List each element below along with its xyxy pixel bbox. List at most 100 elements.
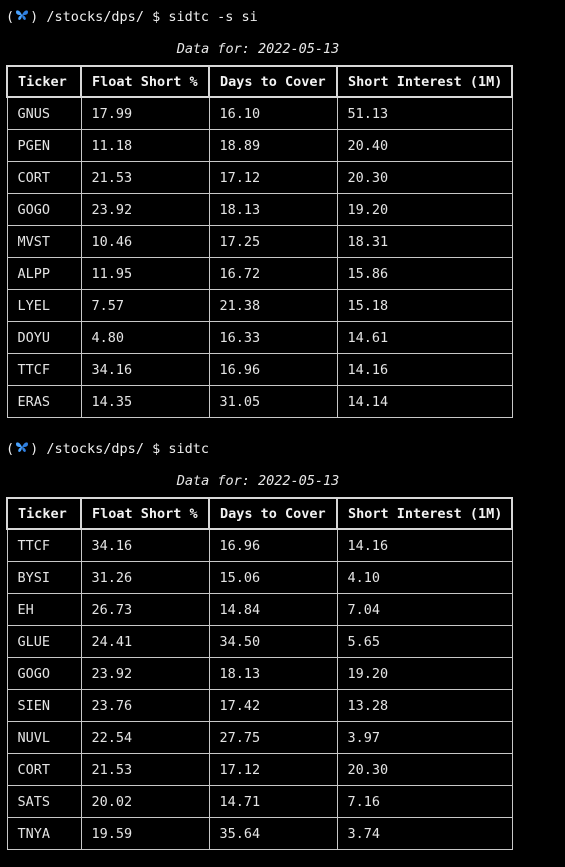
terminal-prompt-1: () /stocks/dps/ $ sidtc -s si bbox=[6, 7, 258, 27]
cell-short-interest: 15.86 bbox=[336, 257, 513, 290]
prompt-command: sidtc bbox=[168, 441, 209, 457]
table-row: MVST 10.46 17.25 18.31 bbox=[6, 225, 513, 258]
cell-short-interest: 14.16 bbox=[336, 528, 513, 562]
cell-ticker: DOYU bbox=[6, 321, 82, 354]
cell-days-to-cover: 16.96 bbox=[208, 528, 338, 562]
table-row: CORT 21.53 17.12 20.30 bbox=[6, 161, 513, 194]
cell-ticker: GOGO bbox=[6, 657, 82, 690]
table-header-row: Ticker Float Short % Days to Cover Short… bbox=[6, 65, 513, 98]
table-row: SATS 20.02 14.71 7.16 bbox=[6, 785, 513, 818]
cell-ticker: CORT bbox=[6, 161, 82, 194]
cell-short-interest: 19.20 bbox=[336, 193, 513, 226]
cell-float-short: 10.46 bbox=[80, 225, 210, 258]
table-row: GOGO 23.92 18.13 19.20 bbox=[6, 193, 513, 226]
cell-days-to-cover: 35.64 bbox=[208, 817, 338, 850]
cell-ticker: GNUS bbox=[6, 96, 82, 130]
cell-days-to-cover: 14.71 bbox=[208, 785, 338, 818]
table-row: GOGO 23.92 18.13 19.20 bbox=[6, 657, 513, 690]
cell-float-short: 31.26 bbox=[80, 561, 210, 594]
cell-days-to-cover: 18.13 bbox=[208, 193, 338, 226]
prompt-path: /stocks/dps/ $ bbox=[38, 9, 169, 25]
prompt-open-paren: ( bbox=[6, 441, 15, 457]
table-row: GLUE 24.41 34.50 5.65 bbox=[6, 625, 513, 658]
cell-short-interest: 13.28 bbox=[336, 689, 513, 722]
cell-short-interest: 19.20 bbox=[336, 657, 513, 690]
cell-days-to-cover: 21.38 bbox=[208, 289, 338, 322]
table-row: TTCF 34.16 16.96 14.16 bbox=[6, 353, 513, 386]
cell-days-to-cover: 17.25 bbox=[208, 225, 338, 258]
butterfly-icon bbox=[14, 439, 30, 459]
table-row: DOYU 4.80 16.33 14.61 bbox=[6, 321, 513, 354]
header-short-interest: Short Interest (1M) bbox=[336, 497, 513, 530]
table-body-1: GNUS 17.99 16.10 51.13 PGEN 11.18 18.89 20.40 CO… bbox=[6, 96, 513, 418]
cell-short-interest: 18.31 bbox=[336, 225, 513, 258]
cell-short-interest: 15.18 bbox=[336, 289, 513, 322]
cell-short-interest: 5.65 bbox=[336, 625, 513, 658]
cell-float-short: 21.53 bbox=[80, 161, 210, 194]
cell-ticker: NUVL bbox=[6, 721, 82, 754]
cell-float-short: 21.53 bbox=[80, 753, 210, 786]
cell-short-interest: 4.10 bbox=[336, 561, 513, 594]
table-row: NUVL 22.54 27.75 3.97 bbox=[6, 721, 513, 754]
header-days-to-cover: Days to Cover bbox=[208, 65, 338, 98]
cell-days-to-cover: 15.06 bbox=[208, 561, 338, 594]
cell-float-short: 24.41 bbox=[80, 625, 210, 658]
cell-days-to-cover: 16.33 bbox=[208, 321, 338, 354]
cell-days-to-cover: 17.12 bbox=[208, 753, 338, 786]
cell-float-short: 4.80 bbox=[80, 321, 210, 354]
terminal-prompt-2: () /stocks/dps/ $ sidtc bbox=[6, 439, 209, 459]
cell-short-interest: 3.97 bbox=[336, 721, 513, 754]
cell-short-interest: 7.16 bbox=[336, 785, 513, 818]
cell-ticker: PGEN bbox=[6, 129, 82, 162]
table-row: TNYA 19.59 35.64 3.74 bbox=[6, 817, 513, 850]
cell-float-short: 22.54 bbox=[80, 721, 210, 754]
header-ticker: Ticker bbox=[6, 65, 82, 98]
cell-days-to-cover: 34.50 bbox=[208, 625, 338, 658]
cell-ticker: MVST bbox=[6, 225, 82, 258]
cell-float-short: 26.73 bbox=[80, 593, 210, 626]
cell-ticker: ALPP bbox=[6, 257, 82, 290]
cell-float-short: 11.95 bbox=[80, 257, 210, 290]
cell-days-to-cover: 17.42 bbox=[208, 689, 338, 722]
table-caption-1: Data for: 2022-05-13 bbox=[176, 41, 340, 57]
prompt-close-paren: ) bbox=[30, 9, 39, 25]
cell-short-interest: 20.30 bbox=[336, 161, 513, 194]
cell-ticker: ERAS bbox=[6, 385, 82, 418]
prompt-open-paren: ( bbox=[6, 9, 15, 25]
cell-ticker: TNYA bbox=[6, 817, 82, 850]
cell-short-interest: 3.74 bbox=[336, 817, 513, 850]
prompt-path: /stocks/dps/ $ bbox=[38, 441, 169, 457]
cell-float-short: 23.76 bbox=[80, 689, 210, 722]
header-short-interest: Short Interest (1M) bbox=[336, 65, 513, 98]
cell-ticker: CORT bbox=[6, 753, 82, 786]
cell-ticker: EH bbox=[6, 593, 82, 626]
header-days-to-cover: Days to Cover bbox=[208, 497, 338, 530]
cell-days-to-cover: 31.05 bbox=[208, 385, 338, 418]
cell-float-short: 20.02 bbox=[80, 785, 210, 818]
cell-days-to-cover: 18.89 bbox=[208, 129, 338, 162]
header-float-short: Float Short % bbox=[80, 497, 210, 530]
cell-float-short: 11.18 bbox=[80, 129, 210, 162]
table-row: SIEN 23.76 17.42 13.28 bbox=[6, 689, 513, 722]
table-row: TTCF 34.16 16.96 14.16 bbox=[6, 528, 513, 562]
cell-float-short: 34.16 bbox=[80, 353, 210, 386]
table-row: ERAS 14.35 31.05 14.14 bbox=[6, 385, 513, 418]
cell-days-to-cover: 16.72 bbox=[208, 257, 338, 290]
cell-days-to-cover: 16.96 bbox=[208, 353, 338, 386]
cell-ticker: LYEL bbox=[6, 289, 82, 322]
cell-days-to-cover: 27.75 bbox=[208, 721, 338, 754]
cell-float-short: 23.92 bbox=[80, 657, 210, 690]
cell-days-to-cover: 18.13 bbox=[208, 657, 338, 690]
prompt-command: sidtc -s si bbox=[168, 9, 258, 25]
table-row: CORT 21.53 17.12 20.30 bbox=[6, 753, 513, 786]
cell-float-short: 14.35 bbox=[80, 385, 210, 418]
cell-short-interest: 14.16 bbox=[336, 353, 513, 386]
cell-float-short: 34.16 bbox=[80, 528, 210, 562]
cell-ticker: TTCF bbox=[6, 528, 82, 562]
table-row: ALPP 11.95 16.72 15.86 bbox=[6, 257, 513, 290]
cell-ticker: GLUE bbox=[6, 625, 82, 658]
cell-float-short: 17.99 bbox=[80, 96, 210, 130]
cell-float-short: 23.92 bbox=[80, 193, 210, 226]
cell-ticker: SIEN bbox=[6, 689, 82, 722]
table-row: LYEL 7.57 21.38 15.18 bbox=[6, 289, 513, 322]
